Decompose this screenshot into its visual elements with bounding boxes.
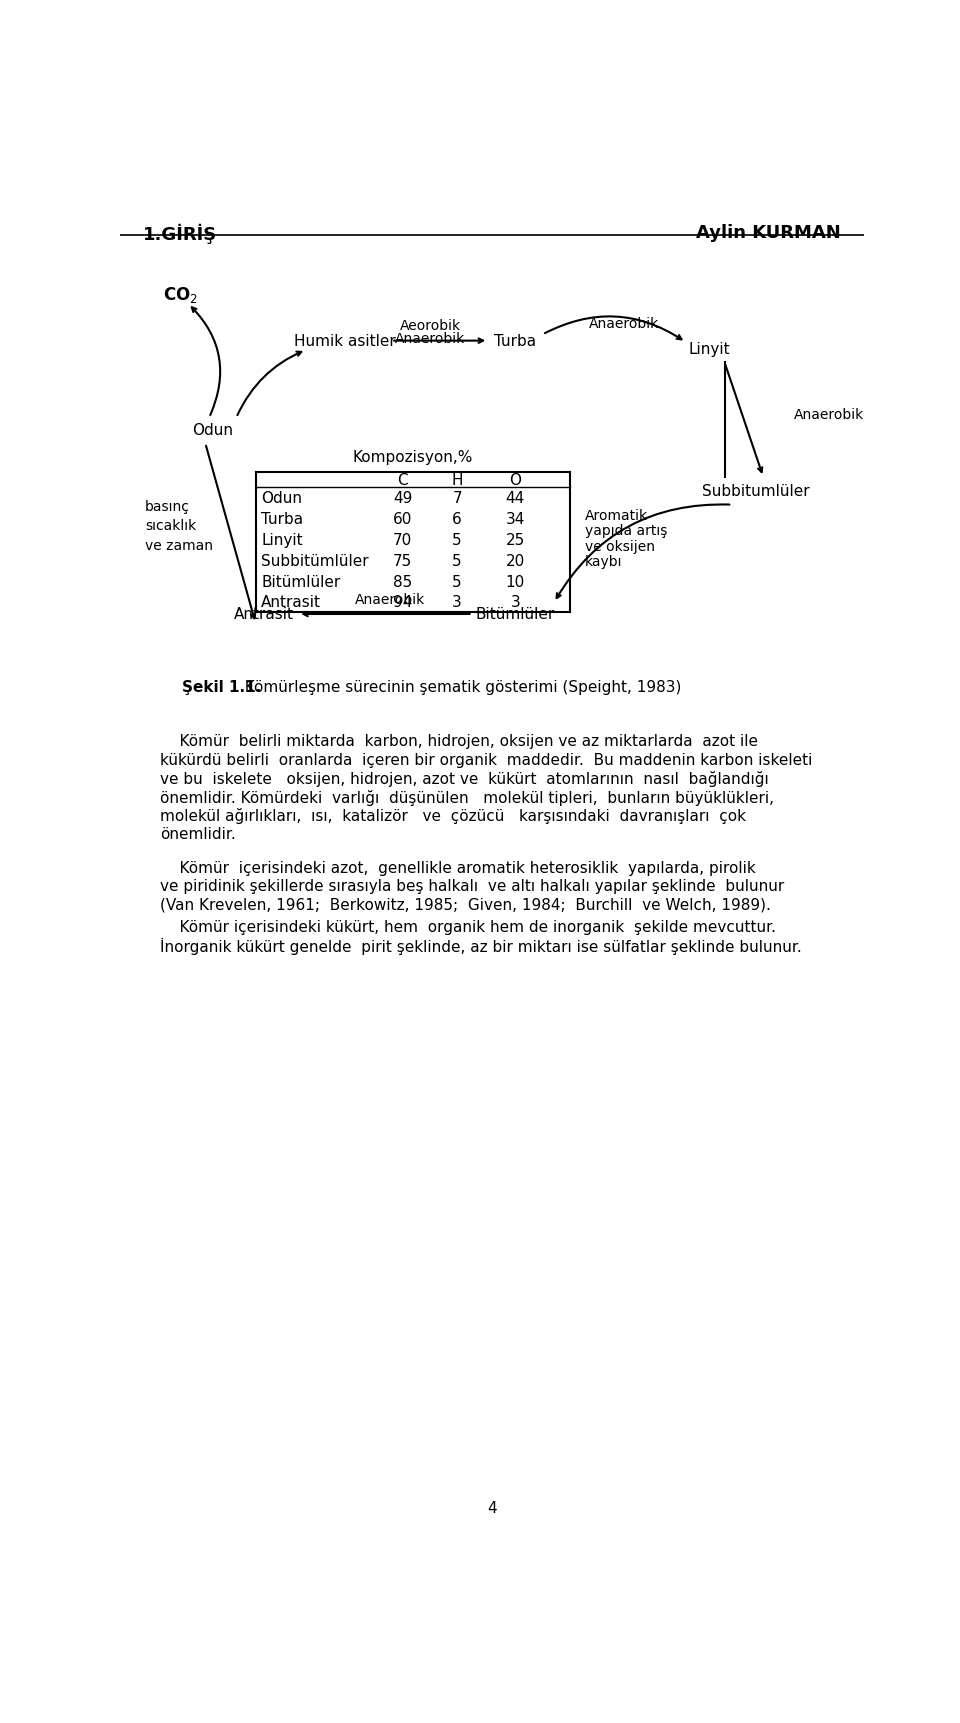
Text: ve zaman: ve zaman: [145, 538, 213, 553]
Text: Anaerobik: Anaerobik: [794, 408, 865, 422]
Text: H: H: [451, 472, 463, 488]
Text: Antrasit: Antrasit: [233, 606, 294, 622]
Text: 94: 94: [394, 594, 413, 610]
Text: Aylin KURMAN: Aylin KURMAN: [696, 224, 841, 241]
Text: Linyit: Linyit: [261, 532, 302, 548]
Text: kükürdü belirli  oranlarda  içeren bir organik  maddedir.  Bu maddenin karbon is: kükürdü belirli oranlarda içeren bir org…: [160, 753, 813, 767]
Text: 5: 5: [452, 532, 462, 548]
Text: Subbitumlüler: Subbitumlüler: [702, 484, 809, 500]
Text: Anaerobik: Anaerobik: [354, 593, 425, 606]
Text: Kömür  içerisindeki azot,  genellikle aromatik heterosiklik  yapılarda, pirolik: Kömür içerisindeki azot, genellikle arom…: [160, 860, 756, 875]
Text: kaybı: kaybı: [585, 555, 622, 569]
Text: molekül ağırlıkları,  ısı,  katalizör   ve  çözücü   karşısındaki  davranışları : molekül ağırlıkları, ısı, katalizör ve ç…: [160, 808, 746, 824]
Text: Odun: Odun: [261, 491, 302, 505]
Text: Aromatik: Aromatik: [585, 508, 648, 522]
Text: C: C: [397, 472, 408, 488]
Text: 85: 85: [394, 574, 413, 589]
Text: İnorganik kükürt genelde  pirit şeklinde, az bir miktarı ise sülfatlar şeklinde : İnorganik kükürt genelde pirit şeklinde,…: [160, 937, 802, 955]
Text: Aeorobik: Aeorobik: [399, 319, 461, 333]
Text: 5: 5: [452, 553, 462, 569]
Text: ve piridinik şekillerde sırasıyla beş halkalı  ve altı halkalı yapılar şeklinde : ve piridinik şekillerde sırasıyla beş ha…: [160, 879, 784, 894]
Text: Kömür  belirli miktarda  karbon, hidrojen, oksijen ve az miktarlarda  azot ile: Kömür belirli miktarda karbon, hidrojen,…: [160, 734, 758, 750]
Text: Linyit: Linyit: [688, 341, 730, 357]
Text: Antrasit: Antrasit: [261, 594, 321, 610]
Text: ve bu  iskelete   oksijen, hidrojen, azot ve  kükürt  atomlarının  nasıl  bağlan: ve bu iskelete oksijen, hidrojen, azot v…: [160, 770, 769, 787]
Text: 34: 34: [506, 512, 525, 527]
Text: Kompozisyon,%: Kompozisyon,%: [352, 450, 472, 465]
Text: 44: 44: [506, 491, 525, 505]
Text: 70: 70: [394, 532, 413, 548]
Text: 5: 5: [452, 574, 462, 589]
Text: 3: 3: [452, 594, 462, 610]
Text: (Van Krevelen, 1961;  Berkowitz, 1985;  Given, 1984;  Burchill  ve Welch, 1989).: (Van Krevelen, 1961; Berkowitz, 1985; Gi…: [160, 898, 771, 911]
Text: 7: 7: [452, 491, 462, 505]
Text: Turba: Turba: [494, 334, 537, 350]
Text: Humik asitler: Humik asitler: [294, 334, 396, 350]
Text: yapıda artış: yapıda artış: [585, 524, 667, 538]
Text: Anaerobik: Anaerobik: [395, 333, 466, 346]
Text: önemlidir.: önemlidir.: [160, 827, 236, 841]
Text: Subbitümlüler: Subbitümlüler: [261, 553, 369, 569]
Text: 4: 4: [487, 1499, 497, 1515]
Text: 49: 49: [394, 491, 413, 505]
Text: O: O: [509, 472, 521, 488]
Text: Şekil 1.1.: Şekil 1.1.: [182, 681, 261, 694]
Text: 3: 3: [511, 594, 520, 610]
Text: basınç: basınç: [145, 500, 190, 513]
Text: Kömür içerisindeki kükürt, hem  organik hem de inorganik  şekilde mevcuttur.: Kömür içerisindeki kükürt, hem organik h…: [160, 920, 777, 934]
Text: 6: 6: [452, 512, 462, 527]
Text: 10: 10: [506, 574, 525, 589]
Text: Odun: Odun: [193, 422, 233, 438]
Text: Anaerobik: Anaerobik: [588, 317, 659, 331]
Text: Turba: Turba: [261, 512, 303, 527]
Text: CO$_2$: CO$_2$: [163, 286, 198, 305]
Text: 60: 60: [394, 512, 413, 527]
Text: ve oksijen: ve oksijen: [585, 539, 655, 553]
Text: Bitümlüler: Bitümlüler: [475, 606, 555, 622]
Text: 20: 20: [506, 553, 525, 569]
Text: önemlidir. Kömürdeki  varlığı  düşünülen   molekül tipleri,  bunların büyüklükle: önemlidir. Kömürdeki varlığı düşünülen m…: [160, 789, 775, 805]
Text: 25: 25: [506, 532, 525, 548]
Text: sıcaklık: sıcaklık: [145, 519, 196, 532]
Text: Bitümlüler: Bitümlüler: [261, 574, 340, 589]
Text: Kömürleşme sürecinin şematik gösterimi (Speight, 1983): Kömürleşme sürecinin şematik gösterimi (…: [234, 681, 681, 694]
Text: 1.GİRİŞ: 1.GİRİŞ: [143, 224, 218, 245]
Text: 75: 75: [394, 553, 413, 569]
